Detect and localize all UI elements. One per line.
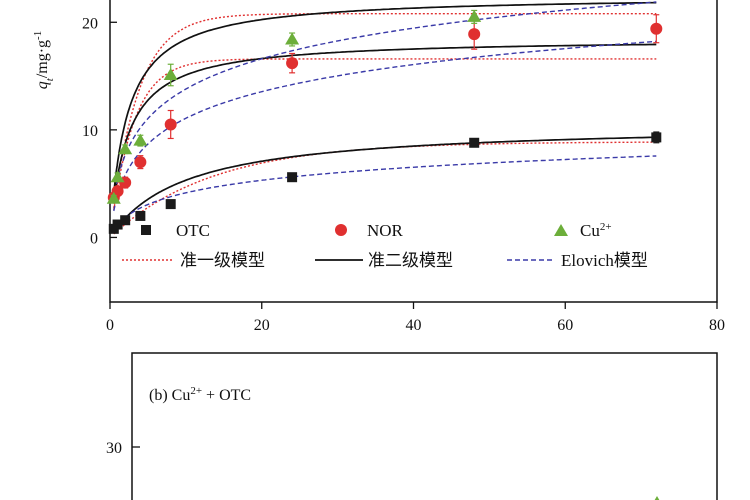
- point-cu: [467, 9, 482, 22]
- point-otc: [120, 215, 131, 226]
- y-tick-label-20: 20: [82, 15, 98, 32]
- legend-label-otc: OTC: [176, 221, 210, 240]
- fit-curve-pfo-cu: [113, 13, 657, 209]
- x-tick-label-20: 20: [254, 317, 270, 334]
- point-otc: [469, 137, 480, 148]
- point-cu: [118, 142, 133, 155]
- panel-b-title: (b) Cu2+ + OTC: [149, 385, 251, 404]
- fit-curve-pso-nor: [112, 43, 657, 202]
- model-fit-curves: [112, 1, 657, 235]
- y-tick-label-0: 0: [90, 230, 98, 247]
- point-nor: [286, 57, 299, 70]
- point-nor: [650, 22, 663, 35]
- legend-label-pfo: 准一级模型: [180, 251, 265, 270]
- legend-marker-otc: [141, 225, 151, 235]
- fit-curve-pso-cu: [112, 1, 657, 194]
- panel-b-y-tick-label-30: 30: [106, 440, 122, 457]
- legend-marker-cu: [554, 224, 568, 236]
- point-cu: [285, 32, 300, 45]
- point-nor: [134, 156, 147, 169]
- point-otc: [135, 210, 146, 221]
- point-cu: [110, 170, 125, 183]
- legend-label-pso: 准二级模型: [368, 251, 453, 270]
- y-axis-label: qt/mg·g-1: [32, 31, 56, 89]
- legend-label-elovich: Elovich模型: [561, 251, 648, 270]
- x-tick-label-60: 60: [557, 317, 573, 334]
- point-cu: [133, 133, 148, 146]
- legend: OTC NOR Cu2+ 准一级模型 准二级模型 Elovich模型: [122, 221, 648, 270]
- data-points: [106, 9, 663, 234]
- axis-ticks: 0 20 40 60 80 0 10 20: [82, 15, 725, 334]
- x-tick-label-0: 0: [106, 317, 114, 334]
- point-nor: [164, 118, 177, 131]
- panel-a: 0 20 40 60 80 0 10 20 qt/mg·g-1 OTC NOR Cu2+ 准一…: [32, 0, 725, 334]
- fit-curve-pso-otc: [113, 136, 657, 233]
- point-otc: [651, 132, 662, 143]
- x-tick-label-40: 40: [406, 317, 422, 334]
- panel-b-frame: [131, 352, 718, 500]
- point-otc: [112, 219, 123, 230]
- fit-curve-pfo-nor: [113, 58, 657, 211]
- point-nor: [468, 28, 481, 41]
- y-tick-label-10: 10: [82, 123, 98, 140]
- panel-b-partial-marker: [654, 496, 660, 500]
- point-otc: [287, 172, 298, 183]
- fit-curve-elovich-nor: [113, 40, 657, 212]
- fit-curve-elovich-otc: [113, 155, 657, 231]
- legend-marker-nor: [335, 224, 347, 236]
- point-otc: [165, 199, 176, 210]
- fit-curve-elovich-cu: [113, 1, 657, 200]
- x-tick-label-80: 80: [709, 317, 725, 334]
- point-cu: [106, 191, 121, 204]
- point-cu: [163, 67, 178, 80]
- panel-b: (b) Cu2+ + OTC 30: [106, 352, 718, 500]
- legend-label-cu: Cu2+: [580, 221, 612, 240]
- legend-label-nor: NOR: [367, 221, 404, 240]
